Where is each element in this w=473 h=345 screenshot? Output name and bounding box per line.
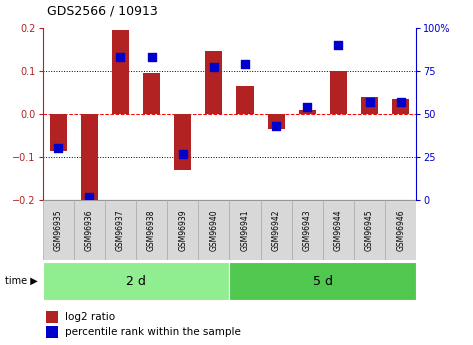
Bar	[43, 200, 74, 260]
Bar	[205, 51, 222, 114]
Bar	[229, 200, 261, 260]
Text: GSM96946: GSM96946	[396, 209, 405, 251]
Bar	[268, 114, 285, 129]
Text: time ▶: time ▶	[5, 276, 38, 286]
Point	[366, 99, 373, 105]
Bar	[136, 200, 167, 260]
Text: GSM96935: GSM96935	[53, 209, 62, 251]
Bar	[323, 200, 354, 260]
Bar	[143, 73, 160, 114]
Bar	[105, 200, 136, 260]
Bar	[74, 200, 105, 260]
Text: GSM96941: GSM96941	[240, 209, 249, 251]
Point	[272, 123, 280, 129]
Text: GSM96938: GSM96938	[147, 209, 156, 251]
Bar	[112, 30, 129, 114]
Text: log2 ratio: log2 ratio	[65, 312, 115, 322]
Bar	[392, 99, 409, 114]
Point	[54, 146, 62, 151]
Bar	[298, 110, 316, 114]
Point	[148, 54, 155, 60]
Bar	[361, 97, 378, 114]
Bar	[292, 200, 323, 260]
Bar	[354, 200, 385, 260]
Text: GSM96942: GSM96942	[272, 209, 280, 251]
Bar	[174, 114, 191, 170]
Bar	[50, 114, 67, 150]
Bar	[81, 114, 98, 200]
Point	[179, 151, 186, 156]
Bar	[236, 86, 254, 114]
Text: GSM96943: GSM96943	[303, 209, 312, 251]
Text: 5 d: 5 d	[313, 275, 333, 288]
Text: GSM96939: GSM96939	[178, 209, 187, 251]
Point	[86, 194, 93, 199]
Text: 2 d: 2 d	[126, 275, 146, 288]
Bar	[46, 326, 58, 338]
Bar	[261, 200, 292, 260]
Bar	[46, 310, 58, 323]
Point	[241, 61, 249, 67]
Bar	[330, 71, 347, 114]
Bar	[229, 262, 416, 300]
Text: GSM96944: GSM96944	[334, 209, 343, 251]
Text: GSM96937: GSM96937	[116, 209, 125, 251]
Point	[210, 65, 218, 70]
Point	[334, 42, 342, 48]
Point	[397, 99, 404, 105]
Bar	[43, 262, 229, 300]
Bar	[167, 200, 198, 260]
Text: GSM96945: GSM96945	[365, 209, 374, 251]
Point	[117, 54, 124, 60]
Text: GDS2566 / 10913: GDS2566 / 10913	[47, 4, 158, 17]
Bar	[385, 200, 416, 260]
Text: GSM96940: GSM96940	[210, 209, 219, 251]
Bar	[198, 200, 229, 260]
Point	[304, 104, 311, 110]
Text: percentile rank within the sample: percentile rank within the sample	[65, 327, 241, 337]
Text: GSM96936: GSM96936	[85, 209, 94, 251]
